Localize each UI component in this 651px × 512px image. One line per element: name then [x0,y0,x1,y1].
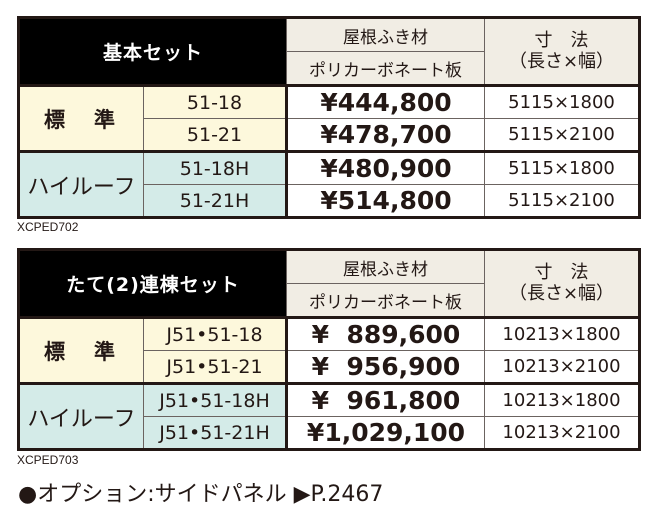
arrow-right-icon: ▶ [293,482,311,507]
product-code: 51-21H [142,184,289,218]
dimension: 5115×1800 [484,150,641,185]
product-code: J51•51-21H [143,416,288,450]
roof-material-header: 屋根ふき材 [286,17,486,52]
dimension: 10213×2100 [484,416,640,450]
dimension: 5115×2100 [484,184,641,218]
category-standard: 標 準 [18,84,144,152]
roof-material-type-header: ポリカーボネート板 [286,283,485,318]
price: ¥1,029,100 [286,416,485,450]
product-code: J51•51-21 [143,350,288,384]
table-row: 51-21 ¥478,700 5115×2100 [19,118,641,152]
product-code: 51-18H [142,150,289,185]
bullet-icon: ● [18,482,38,507]
table-row: 51-21H ¥514,800 5115×2100 [19,184,641,218]
table-row: J51•51-21H ¥1,029,100 10213×2100 [19,416,640,450]
dimension: 5115×2100 [484,118,641,152]
table-row: ハイルーフ 51-18H ¥480,900 5115×1800 [18,150,641,218]
table-row: 標 準 J51•51-18 ¥ 889,600 10213×1800 [18,316,640,384]
dimension-header: 寸 法 （長さ×幅） [484,17,641,86]
price: ¥478,700 [286,118,486,152]
roof-material-type-header: ポリカーボネート板 [286,51,486,86]
table-row: J51•51-21 ¥ 956,900 10213×2100 [19,350,640,384]
dimension: 5115×1800 [484,84,641,119]
table-row: ハイルーフ J51•51-18H ¥ 961,800 10213×1800 [18,382,640,450]
page-reference-link[interactable]: P.2467 [310,482,384,507]
product-code: 51-21 [142,118,289,152]
option-note: ●オプション:サイドパネル ▶P.2467 [18,476,383,508]
roof-material-header: 屋根ふき材 [286,249,485,284]
price-table-double-set: たて(2)連棟セット 屋根ふき材 寸 法 （長さ×幅） ポリカーボネート板 標 … [17,248,641,451]
dimension-header: 寸 法 （長さ×幅） [484,249,640,318]
dimension: 10213×1800 [484,316,640,351]
category-high-roof: ハイルーフ [18,150,144,218]
price: ¥ 961,800 [286,382,485,417]
product-set-code: XCPED702 [17,220,79,234]
dimension: 10213×1800 [484,382,640,417]
price: ¥514,800 [286,184,486,218]
product-code: 51-18 [142,84,289,119]
price: ¥ 889,600 [286,316,485,351]
table-title: 基本セット [17,17,288,86]
dimension-subtitle: （長さ×幅） [508,282,615,304]
dimension-subtitle: （長さ×幅） [508,50,615,72]
product-code: J51•51-18 [143,316,288,351]
dimension: 10213×2100 [484,350,640,384]
category-standard: 標 準 [18,316,144,384]
dimension-title: 寸 法 [534,29,589,51]
category-high-roof: ハイルーフ [18,382,144,450]
price-table-basic-set: 基本セット 屋根ふき材 寸 法 （長さ×幅） ポリカーボネート板 標 準 51-… [17,16,642,219]
option-text: オプション:サイドパネル [37,482,287,507]
price: ¥ 956,900 [286,350,485,384]
dimension-title: 寸 法 [534,261,589,283]
price: ¥444,800 [286,84,486,119]
table-title: たて(2)連棟セット [18,249,287,318]
price: ¥480,900 [286,150,486,185]
product-set-code: XCPED703 [17,453,79,467]
product-code: J51•51-18H [143,382,288,417]
table-row: 標 準 51-18 ¥444,800 5115×1800 [18,84,641,152]
